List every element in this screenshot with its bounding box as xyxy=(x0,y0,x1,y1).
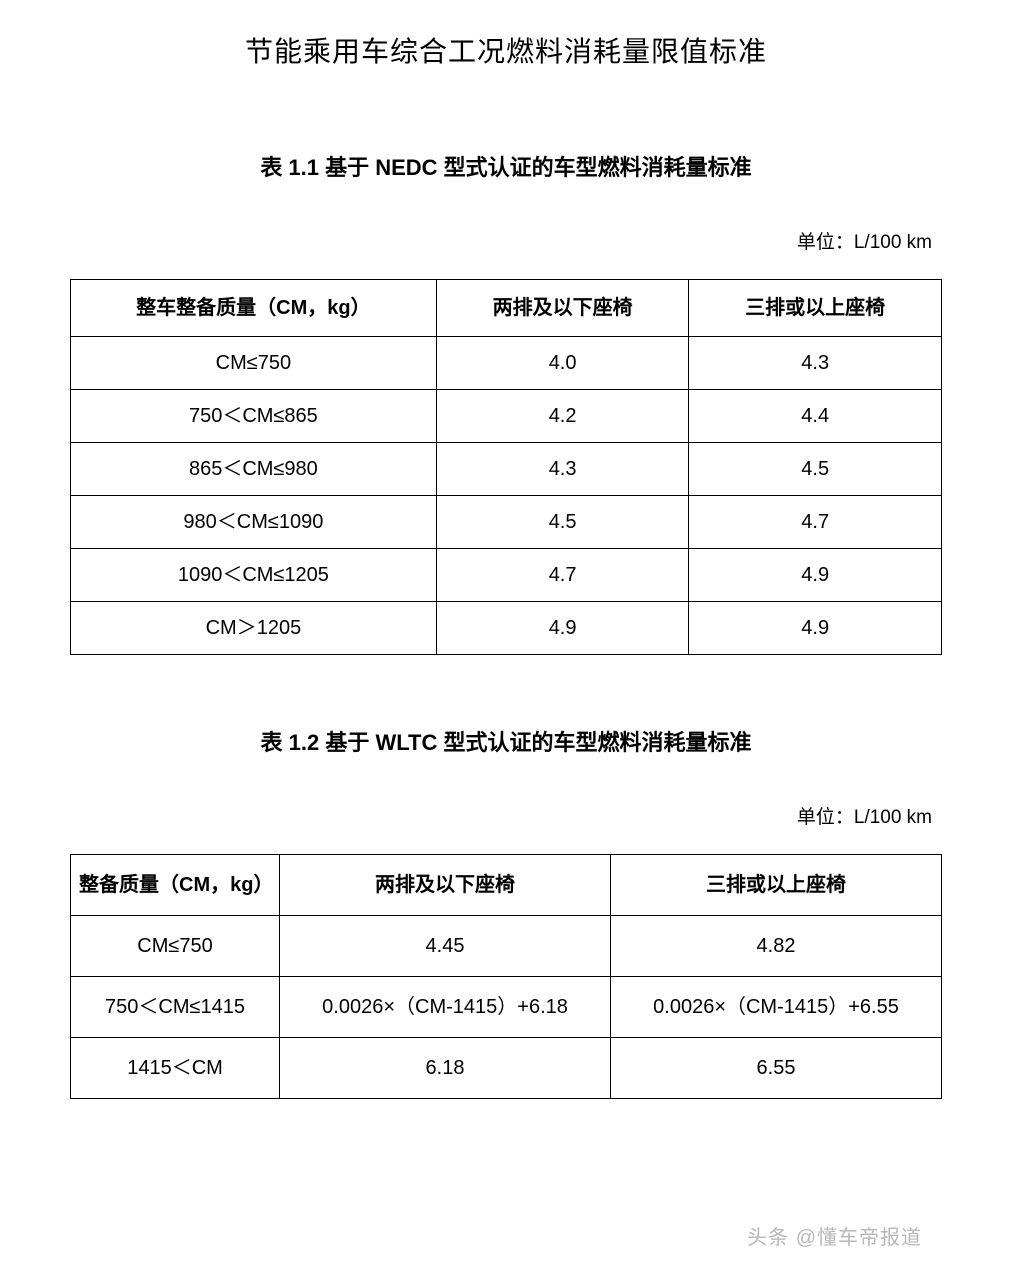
cell-mass: 750＜CM≤865 xyxy=(71,390,437,443)
cell-three-row: 6.55 xyxy=(611,1038,942,1099)
table-row: 750＜CM≤1415 0.0026×（CM-1415）+6.18 0.0026… xyxy=(71,977,942,1038)
table-row: 1090＜CM≤1205 4.7 4.9 xyxy=(71,549,942,602)
cell-three-row: 4.7 xyxy=(689,496,942,549)
table2-title: 表 1.2 基于 WLTC 型式认证的车型燃料消耗量标准 xyxy=(70,725,942,757)
table1-header-three-row: 三排或以上座椅 xyxy=(689,280,942,337)
cell-mass: 1415＜CM xyxy=(71,1038,280,1099)
table-row: 980＜CM≤1090 4.5 4.7 xyxy=(71,496,942,549)
table-row: 865＜CM≤980 4.3 4.5 xyxy=(71,443,942,496)
watermark: 头条 @懂车帝报道 xyxy=(747,1221,922,1250)
cell-two-row: 0.0026×（CM-1415）+6.18 xyxy=(280,977,611,1038)
cell-mass: 980＜CM≤1090 xyxy=(71,496,437,549)
cell-three-row: 4.9 xyxy=(689,602,942,655)
table2-header-three-row: 三排或以上座椅 xyxy=(611,855,942,916)
nedc-table: 整车整备质量（CM，kg） 两排及以下座椅 三排或以上座椅 CM≤750 4.0… xyxy=(70,279,942,655)
table-row: CM＞1205 4.9 4.9 xyxy=(71,602,942,655)
cell-three-row: 0.0026×（CM-1415）+6.55 xyxy=(611,977,942,1038)
main-title: 节能乘用车综合工况燃料消耗量限值标准 xyxy=(70,30,942,70)
table-row: 1415＜CM 6.18 6.55 xyxy=(71,1038,942,1099)
cell-three-row: 4.4 xyxy=(689,390,942,443)
wltc-table: 整备质量（CM，kg） 两排及以下座椅 三排或以上座椅 CM≤750 4.45 … xyxy=(70,854,942,1099)
cell-two-row: 4.3 xyxy=(436,443,689,496)
table1-header-two-row: 两排及以下座椅 xyxy=(436,280,689,337)
table1-unit: 单位：L/100 km xyxy=(70,227,942,254)
cell-three-row: 4.3 xyxy=(689,337,942,390)
cell-mass: 750＜CM≤1415 xyxy=(71,977,280,1038)
table-header-row: 整备质量（CM，kg） 两排及以下座椅 三排或以上座椅 xyxy=(71,855,942,916)
cell-two-row: 4.7 xyxy=(436,549,689,602)
cell-three-row: 4.82 xyxy=(611,916,942,977)
table1-title: 表 1.1 基于 NEDC 型式认证的车型燃料消耗量标准 xyxy=(70,150,942,182)
table1-header-mass: 整车整备质量（CM，kg） xyxy=(71,280,437,337)
cell-two-row: 4.45 xyxy=(280,916,611,977)
cell-mass: CM＞1205 xyxy=(71,602,437,655)
cell-two-row: 4.2 xyxy=(436,390,689,443)
table-row: CM≤750 4.45 4.82 xyxy=(71,916,942,977)
cell-mass: 865＜CM≤980 xyxy=(71,443,437,496)
cell-mass: CM≤750 xyxy=(71,916,280,977)
cell-two-row: 4.0 xyxy=(436,337,689,390)
table-row: 750＜CM≤865 4.2 4.4 xyxy=(71,390,942,443)
table2-unit: 单位：L/100 km xyxy=(70,802,942,829)
cell-two-row: 4.5 xyxy=(436,496,689,549)
cell-mass: 1090＜CM≤1205 xyxy=(71,549,437,602)
cell-two-row: 6.18 xyxy=(280,1038,611,1099)
cell-three-row: 4.5 xyxy=(689,443,942,496)
cell-mass: CM≤750 xyxy=(71,337,437,390)
cell-three-row: 4.9 xyxy=(689,549,942,602)
table-header-row: 整车整备质量（CM，kg） 两排及以下座椅 三排或以上座椅 xyxy=(71,280,942,337)
table-row: CM≤750 4.0 4.3 xyxy=(71,337,942,390)
table2-header-mass: 整备质量（CM，kg） xyxy=(71,855,280,916)
cell-two-row: 4.9 xyxy=(436,602,689,655)
table2-header-two-row: 两排及以下座椅 xyxy=(280,855,611,916)
